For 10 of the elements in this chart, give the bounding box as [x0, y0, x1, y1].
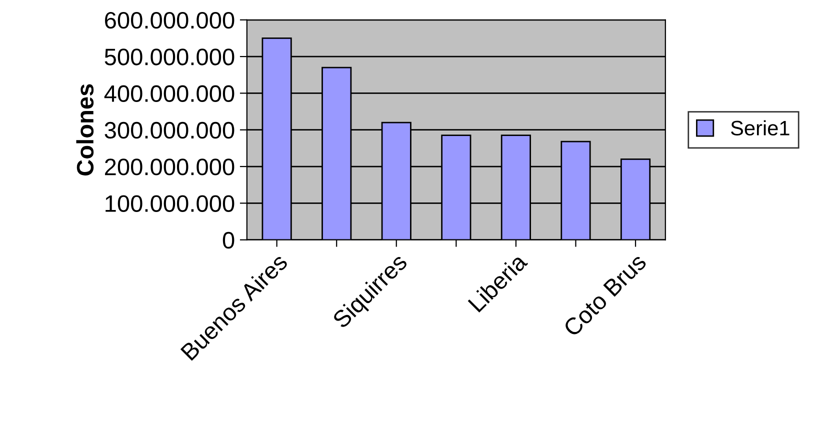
- y-tick-label: 200.000.000: [105, 158, 234, 176]
- y-tick-label: 300.000.000: [104, 122, 234, 139]
- y-tick-label: 100.000.000: [106, 195, 234, 212]
- y-tick-label: 0: [222, 232, 234, 249]
- x-tick-label: Coto Brus: [562, 252, 648, 338]
- y-tick-label: 400.000.000: [104, 85, 234, 102]
- y-tick-label: 600.000.000: [105, 12, 234, 29]
- y-axis-title: Colones: [76, 84, 94, 176]
- y-tick-label: 500.000.000: [104, 48, 234, 66]
- legend-label: Serie1: [731, 120, 790, 136]
